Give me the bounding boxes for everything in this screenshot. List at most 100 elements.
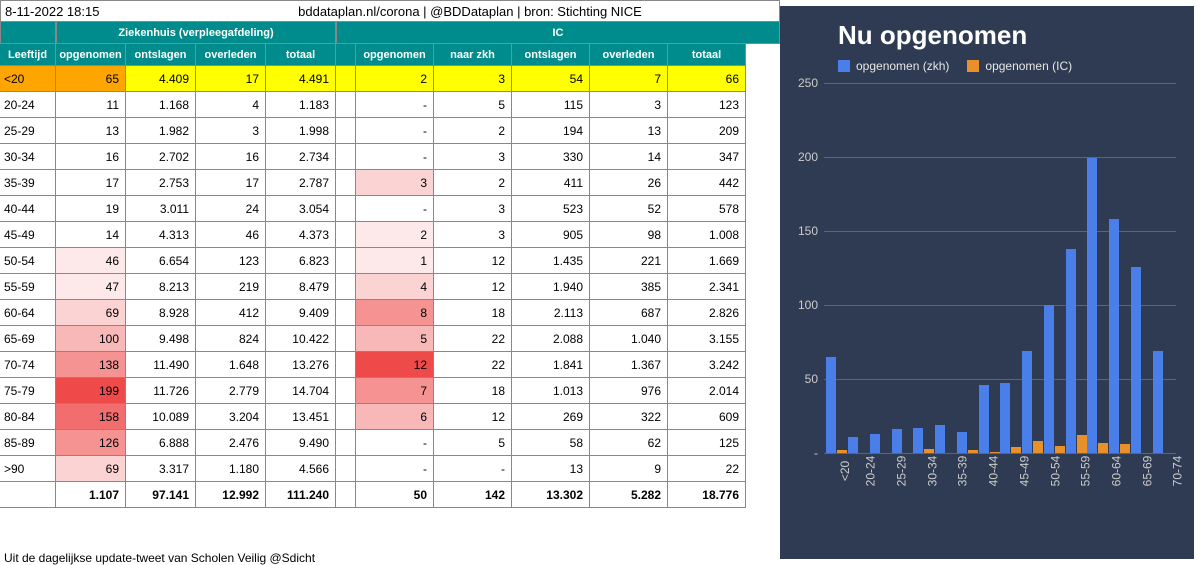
ziekenhuis-group-header: Ziekenhuis (verpleegafdeling) (56, 22, 336, 44)
bar-zkh (870, 434, 880, 453)
column-header: totaal (668, 44, 746, 66)
cell: 2.476 (196, 430, 266, 456)
cell: 16 (56, 144, 126, 170)
cell: 26 (590, 170, 668, 196)
bar-zkh (1000, 383, 1010, 453)
cell: 3.011 (126, 196, 196, 222)
cell: 1.180 (196, 456, 266, 482)
table-row: 40-44193.011243.054-352352578 (0, 196, 780, 222)
bar-zkh (826, 357, 836, 453)
total-cell: 5.282 (590, 482, 668, 508)
bar-zkh (1087, 158, 1097, 453)
legend-item: opgenomen (zkh) (838, 59, 949, 73)
group-header-row: Ziekenhuis (verpleegafdeling) IC (0, 22, 780, 44)
cell: 9.490 (266, 430, 336, 456)
cell: 824 (196, 326, 266, 352)
cell: 17 (196, 66, 266, 92)
cell: 11.490 (126, 352, 196, 378)
total-cell: 1.107 (56, 482, 126, 508)
cell: 115 (512, 92, 590, 118)
cell: 65 (56, 66, 126, 92)
total-cell: 97.141 (126, 482, 196, 508)
bar-group (913, 428, 935, 453)
y-tick-label: 250 (788, 76, 818, 90)
cell: 976 (590, 378, 668, 404)
chart-box: Nu opgenomen opgenomen (zkh)opgenomen (I… (780, 6, 1194, 559)
cell: 7 (590, 66, 668, 92)
cell: 13 (512, 456, 590, 482)
bar-ic (1033, 441, 1043, 453)
cell: 385 (590, 274, 668, 300)
bar-ic (968, 450, 978, 453)
cell: 442 (668, 170, 746, 196)
table-row: 80-8415810.0893.20413.451612269322609 (0, 404, 780, 430)
column-header: Leeftijd (0, 44, 56, 66)
cell: 578 (668, 196, 746, 222)
cell: 9.409 (266, 300, 336, 326)
table-row: 60-64698.9284129.4098182.1136872.826 (0, 300, 780, 326)
top-info-row: 8-11-2022 18:15 bddataplan.nl/corona | @… (0, 0, 780, 22)
cell: 98 (590, 222, 668, 248)
cell: 4.491 (266, 66, 336, 92)
cell: 40-44 (0, 196, 56, 222)
bar-group (1044, 305, 1066, 453)
bar-group (1087, 158, 1109, 453)
cell: 1.998 (266, 118, 336, 144)
datetime-label: 8-11-2022 18:15 (1, 4, 161, 19)
column-header: naar zkh (434, 44, 512, 66)
cell: 65-69 (0, 326, 56, 352)
bar-group (1022, 351, 1044, 453)
table-row: 20-24111.16841.183-51153123 (0, 92, 780, 118)
cell: 219 (196, 274, 266, 300)
cell: 4 (196, 92, 266, 118)
cell: 16 (196, 144, 266, 170)
cell: 8.479 (266, 274, 336, 300)
total-cell: 50 (356, 482, 434, 508)
cell: 3 (356, 170, 434, 196)
cell: 12 (356, 352, 434, 378)
cell: 2.826 (668, 300, 746, 326)
cell: 5 (356, 326, 434, 352)
cell: 123 (668, 92, 746, 118)
bar-group (1065, 249, 1087, 453)
table-row: 35-39172.753172.7873241126442 (0, 170, 780, 196)
cell: 125 (668, 430, 746, 456)
bar-group (1000, 383, 1022, 453)
bar-zkh (1131, 267, 1141, 453)
y-tick-label: 100 (788, 298, 818, 312)
cell: 1.841 (512, 352, 590, 378)
cell: 8.928 (126, 300, 196, 326)
cell: 6.823 (266, 248, 336, 274)
cell: 3.317 (126, 456, 196, 482)
cell: 1 (356, 248, 434, 274)
cell: 11 (56, 92, 126, 118)
cell: 1.008 (668, 222, 746, 248)
cell: - (434, 456, 512, 482)
total-cell (0, 482, 56, 508)
cell: 4 (356, 274, 434, 300)
cell: 609 (668, 404, 746, 430)
cell: 17 (56, 170, 126, 196)
cell: 3 (434, 144, 512, 170)
cell: 138 (56, 352, 126, 378)
cell: 22 (434, 326, 512, 352)
cell: 2 (434, 170, 512, 196)
cell: 3.155 (668, 326, 746, 352)
cell: 18 (434, 300, 512, 326)
cell: 25-29 (0, 118, 56, 144)
total-cell (336, 482, 356, 508)
bar-ic (1077, 435, 1087, 453)
cell: 1.183 (266, 92, 336, 118)
bar-zkh (979, 385, 989, 453)
cell: >90 (0, 456, 56, 482)
cell: 45-49 (0, 222, 56, 248)
table-row: 55-59478.2132198.4794121.9403852.341 (0, 274, 780, 300)
cell: 3.242 (668, 352, 746, 378)
cell: 8.213 (126, 274, 196, 300)
bar-zkh (935, 425, 945, 453)
cell: 1.669 (668, 248, 746, 274)
cell: 3.204 (196, 404, 266, 430)
cell: 62 (590, 430, 668, 456)
cell: 347 (668, 144, 746, 170)
chart-title: Nu opgenomen (784, 14, 1184, 55)
